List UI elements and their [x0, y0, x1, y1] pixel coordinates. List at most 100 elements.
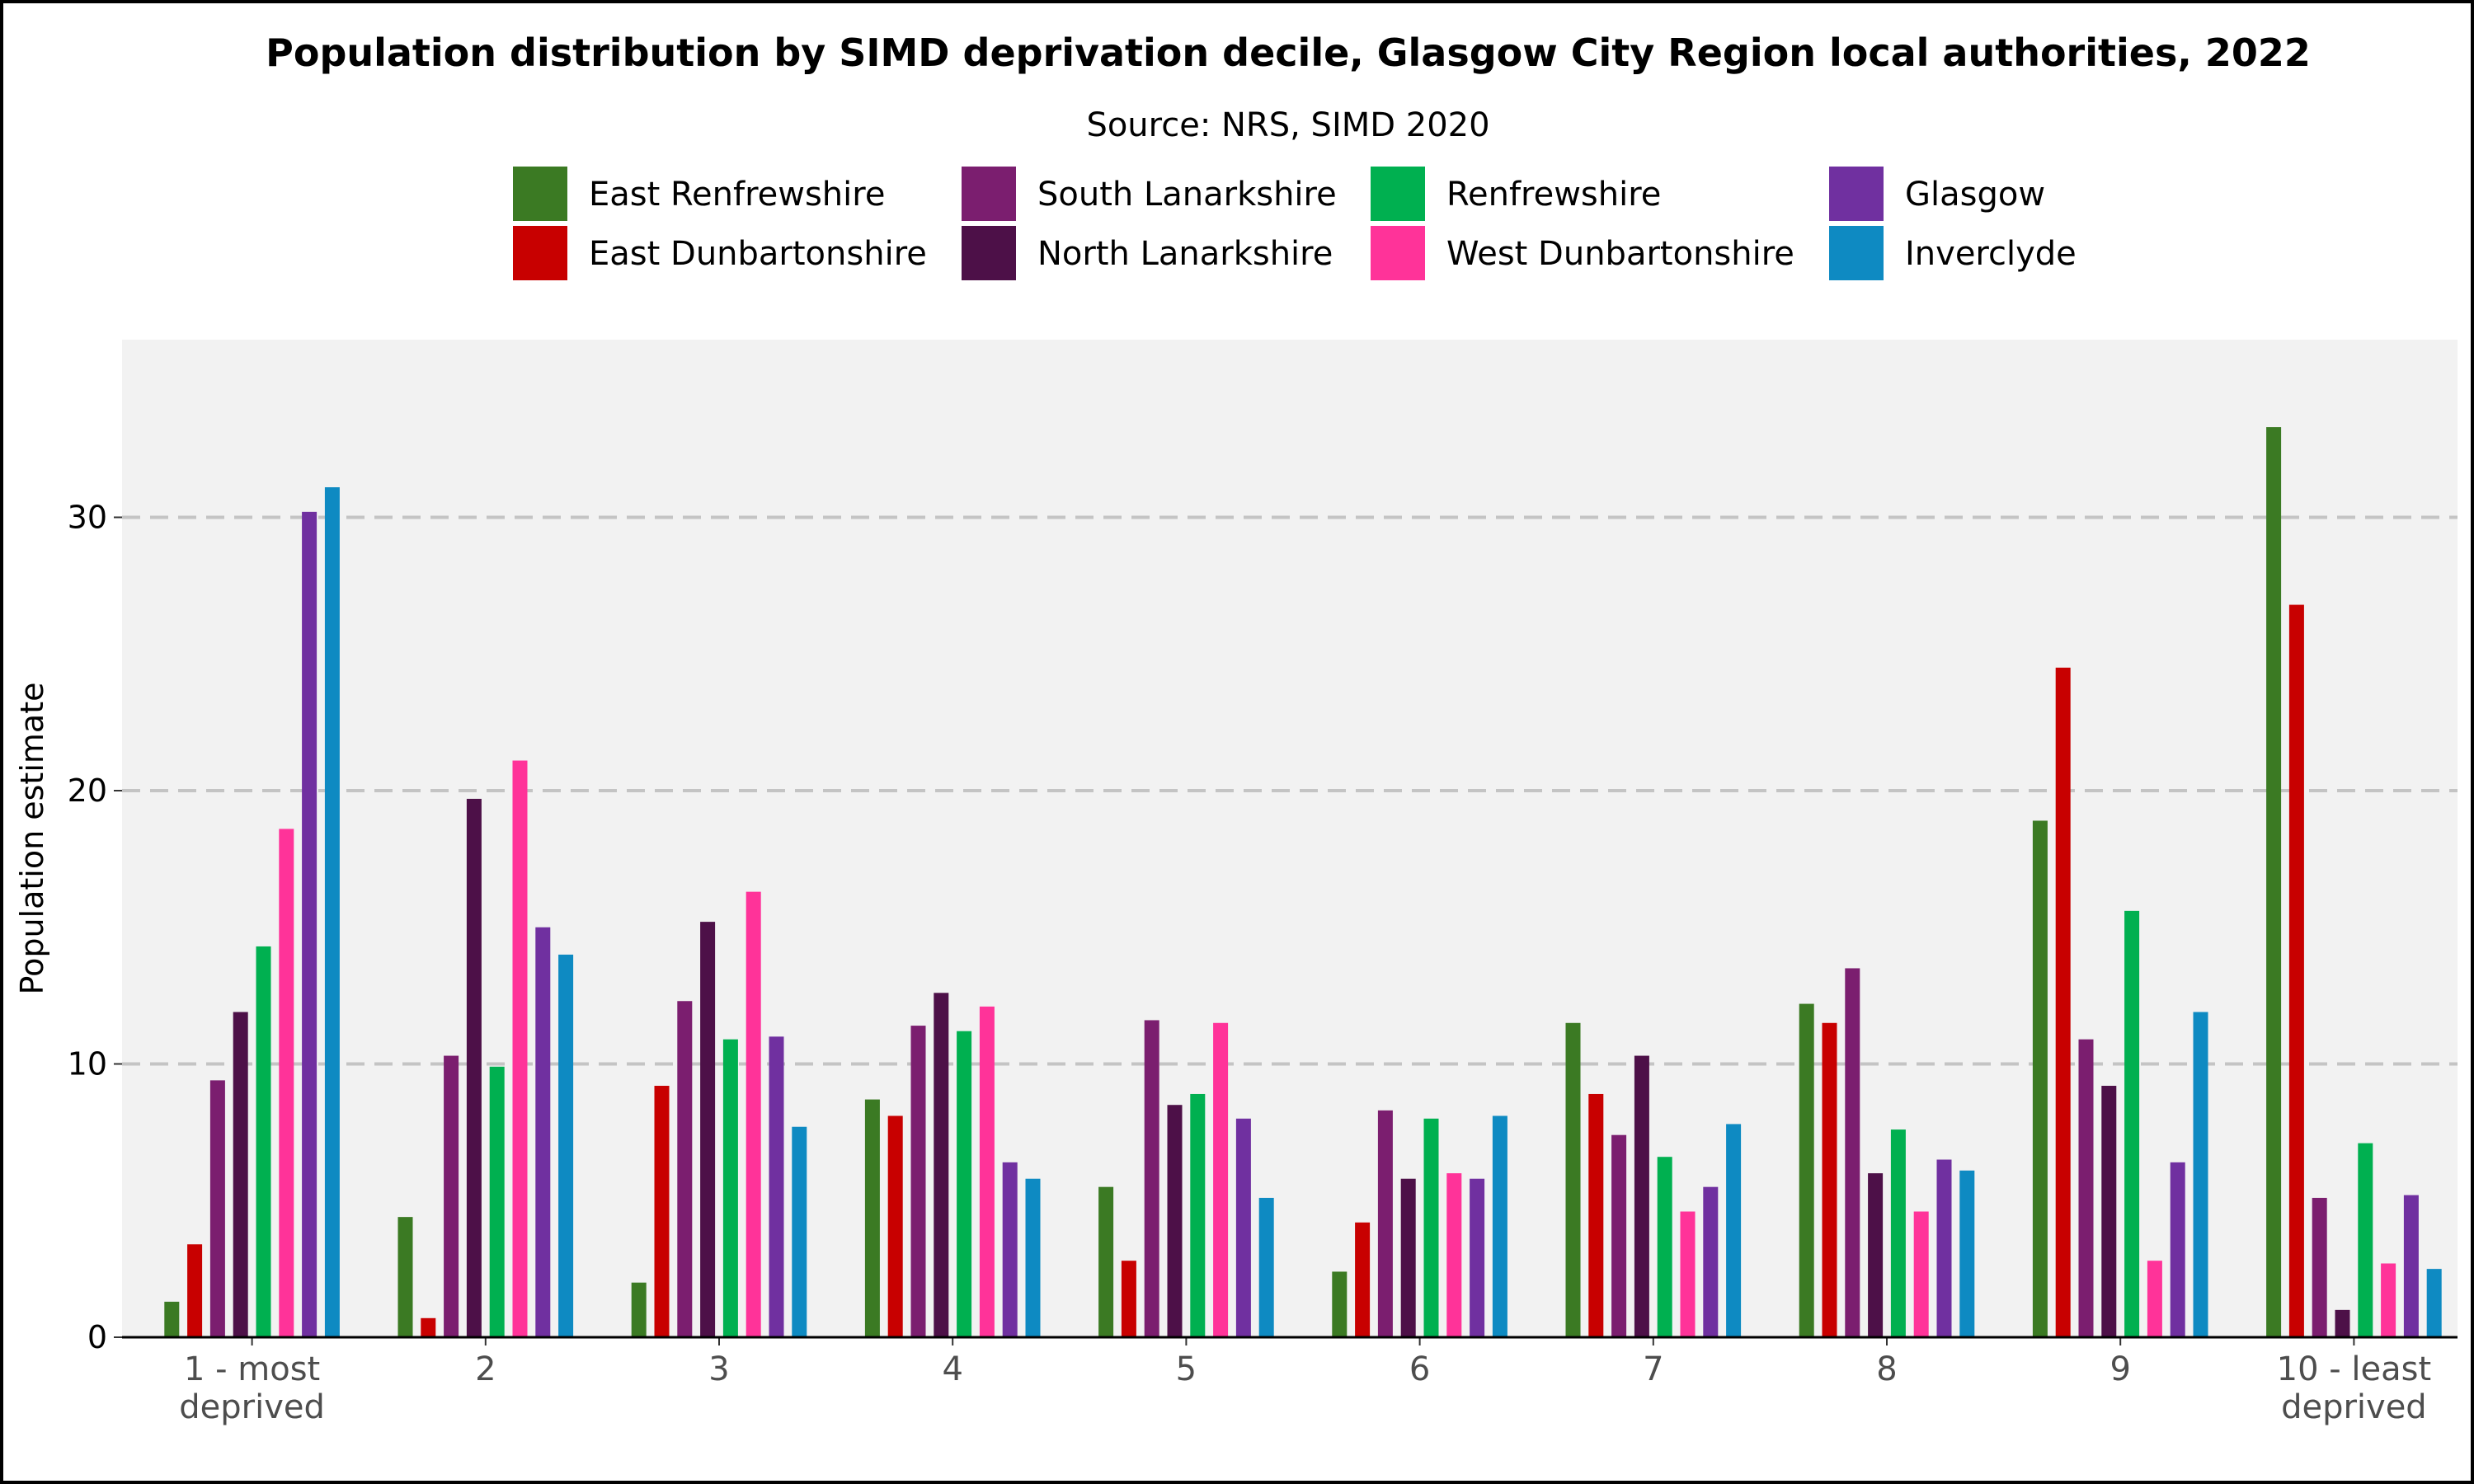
x-tick-label: 1 - most — [184, 1350, 320, 1388]
bar-south-lanarkshire-decile-4 — [910, 1026, 926, 1337]
bar-west-dunbartonshire-decile-3 — [745, 891, 761, 1337]
bar-west-dunbartonshire-decile-10 — [2381, 1263, 2396, 1337]
bar-glasgow-decile-4 — [1002, 1162, 1018, 1337]
bar-renfrewshire-decile-4 — [957, 1031, 972, 1337]
bar-glasgow-decile-2 — [535, 927, 551, 1337]
bar-south-lanarkshire-decile-5 — [1144, 1020, 1159, 1337]
legend-label: Glasgow — [1905, 176, 2045, 214]
bar-west-dunbartonshire-decile-6 — [1446, 1173, 1462, 1337]
x-tick-label: 9 — [2109, 1350, 2130, 1388]
bar-east-dunbartonshire-decile-3 — [654, 1086, 670, 1337]
bar-east-dunbartonshire-decile-10 — [2288, 604, 2304, 1337]
legend-swatch — [1371, 167, 1425, 221]
bar-south-lanarkshire-decile-10 — [2312, 1197, 2327, 1337]
bar-north-lanarkshire-decile-2 — [466, 798, 482, 1337]
bar-east-dunbartonshire-decile-6 — [1355, 1222, 1371, 1337]
bar-renfrewshire-decile-9 — [2124, 910, 2140, 1337]
bar-west-dunbartonshire-decile-5 — [1213, 1022, 1229, 1337]
bar-glasgow-decile-5 — [1235, 1118, 1251, 1337]
bar-east-dunbartonshire-decile-2 — [421, 1317, 436, 1337]
bar-east-dunbartonshire-decile-9 — [2055, 667, 2071, 1337]
bar-east-dunbartonshire-decile-7 — [1588, 1093, 1604, 1337]
bar-east-dunbartonshire-decile-8 — [1822, 1022, 1837, 1337]
bar-north-lanarkshire-decile-9 — [2101, 1086, 2117, 1337]
bar-inverclyde-decile-7 — [1726, 1124, 1742, 1337]
bar-east-renfrewshire-decile-3 — [631, 1282, 647, 1337]
bar-renfrewshire-decile-2 — [489, 1066, 505, 1337]
legend-label: Renfrewshire — [1446, 176, 1661, 214]
bars — [164, 427, 2442, 1337]
x-tick-label: 10 - least — [2277, 1350, 2432, 1388]
bar-east-dunbartonshire-decile-4 — [887, 1115, 903, 1337]
bar-east-renfrewshire-decile-1 — [164, 1301, 180, 1337]
y-axis-ticks: 0 10 20 30 — [68, 499, 122, 1355]
y-tick-label: 20 — [68, 773, 107, 809]
bar-north-lanarkshire-decile-7 — [1634, 1055, 1649, 1337]
legend-swatch — [962, 167, 1016, 221]
bar-renfrewshire-decile-7 — [1657, 1157, 1672, 1337]
bar-south-lanarkshire-decile-7 — [1611, 1134, 1627, 1337]
y-tick-label: 10 — [68, 1045, 107, 1082]
bar-north-lanarkshire-decile-10 — [2335, 1309, 2350, 1337]
bar-glasgow-decile-9 — [2170, 1162, 2185, 1337]
legend-swatch — [1371, 226, 1425, 280]
x-tick-label: deprived — [2281, 1388, 2427, 1426]
bar-inverclyde-decile-6 — [1492, 1115, 1507, 1337]
bar-inverclyde-decile-8 — [1959, 1170, 1975, 1337]
bar-east-renfrewshire-decile-2 — [397, 1217, 413, 1337]
bar-glasgow-decile-1 — [302, 511, 317, 1337]
bar-renfrewshire-decile-10 — [2358, 1143, 2373, 1337]
bar-east-renfrewshire-decile-9 — [2032, 820, 2048, 1337]
bar-north-lanarkshire-decile-8 — [1868, 1173, 1884, 1337]
y-axis-label: Population estimate — [14, 683, 50, 995]
bar-inverclyde-decile-2 — [558, 954, 574, 1337]
bar-east-renfrewshire-decile-7 — [1565, 1022, 1581, 1337]
bar-east-renfrewshire-decile-5 — [1098, 1186, 1114, 1337]
bar-renfrewshire-decile-3 — [722, 1039, 738, 1337]
bar-renfrewshire-decile-8 — [1890, 1129, 1906, 1337]
bar-west-dunbartonshire-decile-7 — [1680, 1211, 1696, 1337]
legend-swatch — [1829, 167, 1884, 221]
bar-inverclyde-decile-3 — [792, 1126, 807, 1337]
bar-renfrewshire-decile-6 — [1423, 1118, 1439, 1337]
bar-inverclyde-decile-9 — [2193, 1012, 2208, 1337]
bar-south-lanarkshire-decile-1 — [209, 1080, 225, 1337]
legend-swatch — [513, 226, 567, 280]
legend-swatch — [962, 226, 1016, 280]
y-tick-label: 0 — [87, 1319, 107, 1355]
bar-north-lanarkshire-decile-1 — [233, 1012, 248, 1337]
bar-inverclyde-decile-4 — [1025, 1178, 1041, 1337]
x-tick-label: 8 — [1876, 1350, 1897, 1388]
bar-west-dunbartonshire-decile-8 — [1913, 1211, 1929, 1337]
bar-glasgow-decile-7 — [1703, 1186, 1719, 1337]
bar-south-lanarkshire-decile-6 — [1377, 1110, 1393, 1337]
bar-renfrewshire-decile-1 — [256, 946, 271, 1337]
bar-west-dunbartonshire-decile-1 — [279, 829, 294, 1337]
bar-glasgow-decile-8 — [1936, 1159, 1952, 1337]
bar-east-dunbartonshire-decile-1 — [187, 1244, 203, 1337]
bar-south-lanarkshire-decile-3 — [677, 1001, 693, 1337]
x-tick-label: 4 — [942, 1350, 962, 1388]
legend: East Renfrewshire East Dunbartonshire Sout… — [513, 167, 2077, 280]
bar-glasgow-decile-3 — [769, 1036, 784, 1337]
bar-east-renfrewshire-decile-4 — [864, 1099, 880, 1337]
bar-east-renfrewshire-decile-6 — [1332, 1271, 1348, 1337]
bar-inverclyde-decile-10 — [2426, 1269, 2442, 1337]
bar-south-lanarkshire-decile-8 — [1845, 968, 1860, 1337]
legend-label: East Renfrewshire — [589, 176, 885, 214]
bar-north-lanarkshire-decile-3 — [700, 922, 716, 1337]
x-tick-label: 2 — [475, 1350, 496, 1388]
bar-north-lanarkshire-decile-4 — [934, 993, 949, 1337]
bar-glasgow-decile-6 — [1470, 1178, 1485, 1337]
bar-west-dunbartonshire-decile-2 — [512, 760, 528, 1337]
x-tick-label: deprived — [179, 1388, 325, 1426]
bar-north-lanarkshire-decile-5 — [1167, 1105, 1183, 1337]
x-tick-label: 7 — [1643, 1350, 1663, 1388]
legend-label: Inverclyde — [1905, 235, 2077, 273]
bar-renfrewshire-decile-5 — [1190, 1093, 1206, 1337]
legend-swatch — [1829, 226, 1884, 280]
bar-north-lanarkshire-decile-6 — [1400, 1178, 1416, 1337]
bar-west-dunbartonshire-decile-9 — [2147, 1261, 2162, 1337]
